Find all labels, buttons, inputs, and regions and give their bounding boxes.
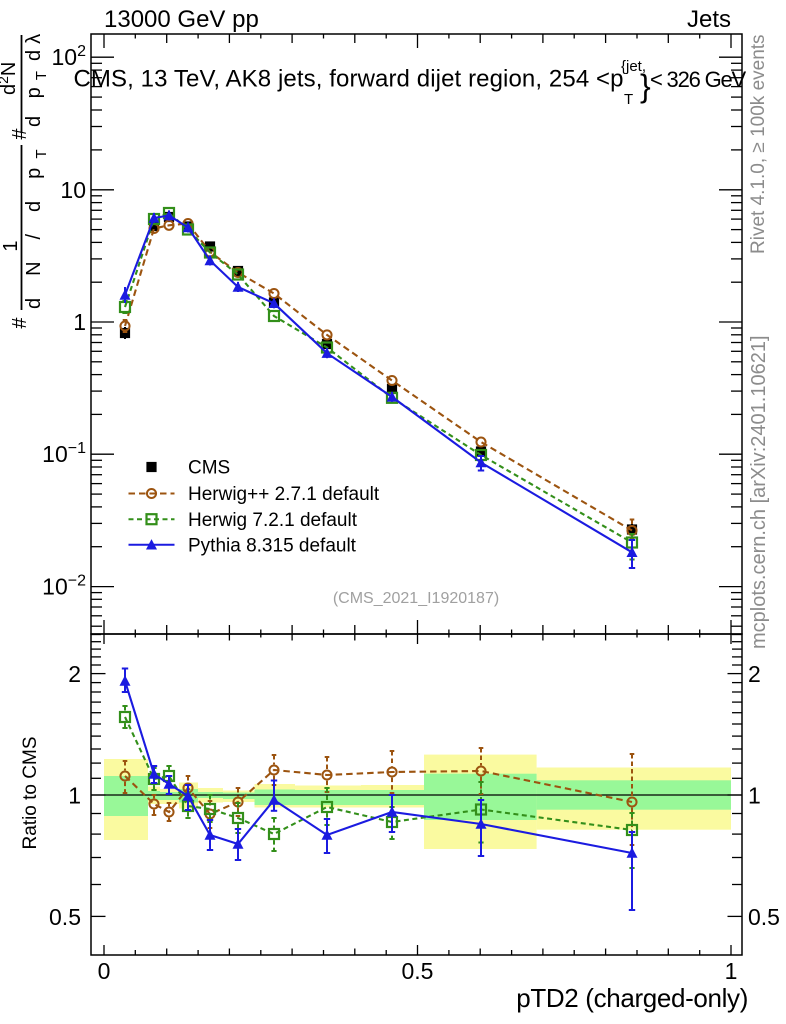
- svg-text:{jet,: {jet,: [621, 58, 646, 75]
- svg-text:10: 10: [60, 177, 86, 203]
- svg-text:10−2: 10−2: [42, 573, 86, 600]
- svg-text:0: 0: [98, 958, 111, 984]
- svg-text:#: #: [9, 317, 31, 329]
- svg-text:2: 2: [748, 661, 761, 687]
- svg-text:0.5: 0.5: [748, 904, 780, 930]
- svg-text:1: 1: [73, 309, 86, 335]
- svg-text:(CMS_2021_I1920187): (CMS_2021_I1920187): [333, 590, 499, 607]
- svg-text:0.5: 0.5: [402, 958, 434, 984]
- svg-text:Ratio to CMS: Ratio to CMS: [20, 737, 41, 850]
- svg-text:1: 1: [0, 240, 22, 251]
- svg-text:0.5: 0.5: [49, 904, 81, 930]
- svg-text:Pythia 8.315 default: Pythia 8.315 default: [188, 536, 357, 557]
- svg-text:T: T: [624, 91, 633, 108]
- svg-text:Rivet 4.1.0, ≥ 100k events: Rivet 4.1.0, ≥ 100k events: [748, 34, 769, 254]
- svg-text:1: 1: [68, 783, 81, 809]
- svg-text:CMS, 13 TeV, AK8 jets, forward: CMS, 13 TeV, AK8 jets, forward dijet reg…: [74, 66, 624, 93]
- svg-text:1: 1: [748, 783, 761, 809]
- svg-text:}: }: [640, 68, 651, 104]
- svg-text:CMS: CMS: [188, 458, 230, 479]
- svg-text:#: #: [9, 128, 31, 140]
- svg-text:Herwig 7.2.1 default: Herwig 7.2.1 default: [188, 510, 358, 531]
- svg-text:1: 1: [725, 958, 738, 984]
- svg-text:pTD2 (charged-only): pTD2 (charged-only): [516, 983, 748, 1013]
- svg-text:Jets: Jets: [687, 6, 731, 33]
- svg-text:d2N: d2N: [0, 62, 20, 95]
- svg-text:13000 GeV pp: 13000 GeV pp: [104, 6, 259, 33]
- svg-text:2: 2: [68, 661, 81, 687]
- svg-text:Herwig++ 2.7.1 default: Herwig++ 2.7.1 default: [188, 484, 380, 505]
- svg-text:mcplots.cern.ch [arXiv:2401.10: mcplots.cern.ch [arXiv:2401.10621]: [748, 335, 770, 649]
- svg-text:< 326 GeV: < 326 GeV: [650, 67, 747, 92]
